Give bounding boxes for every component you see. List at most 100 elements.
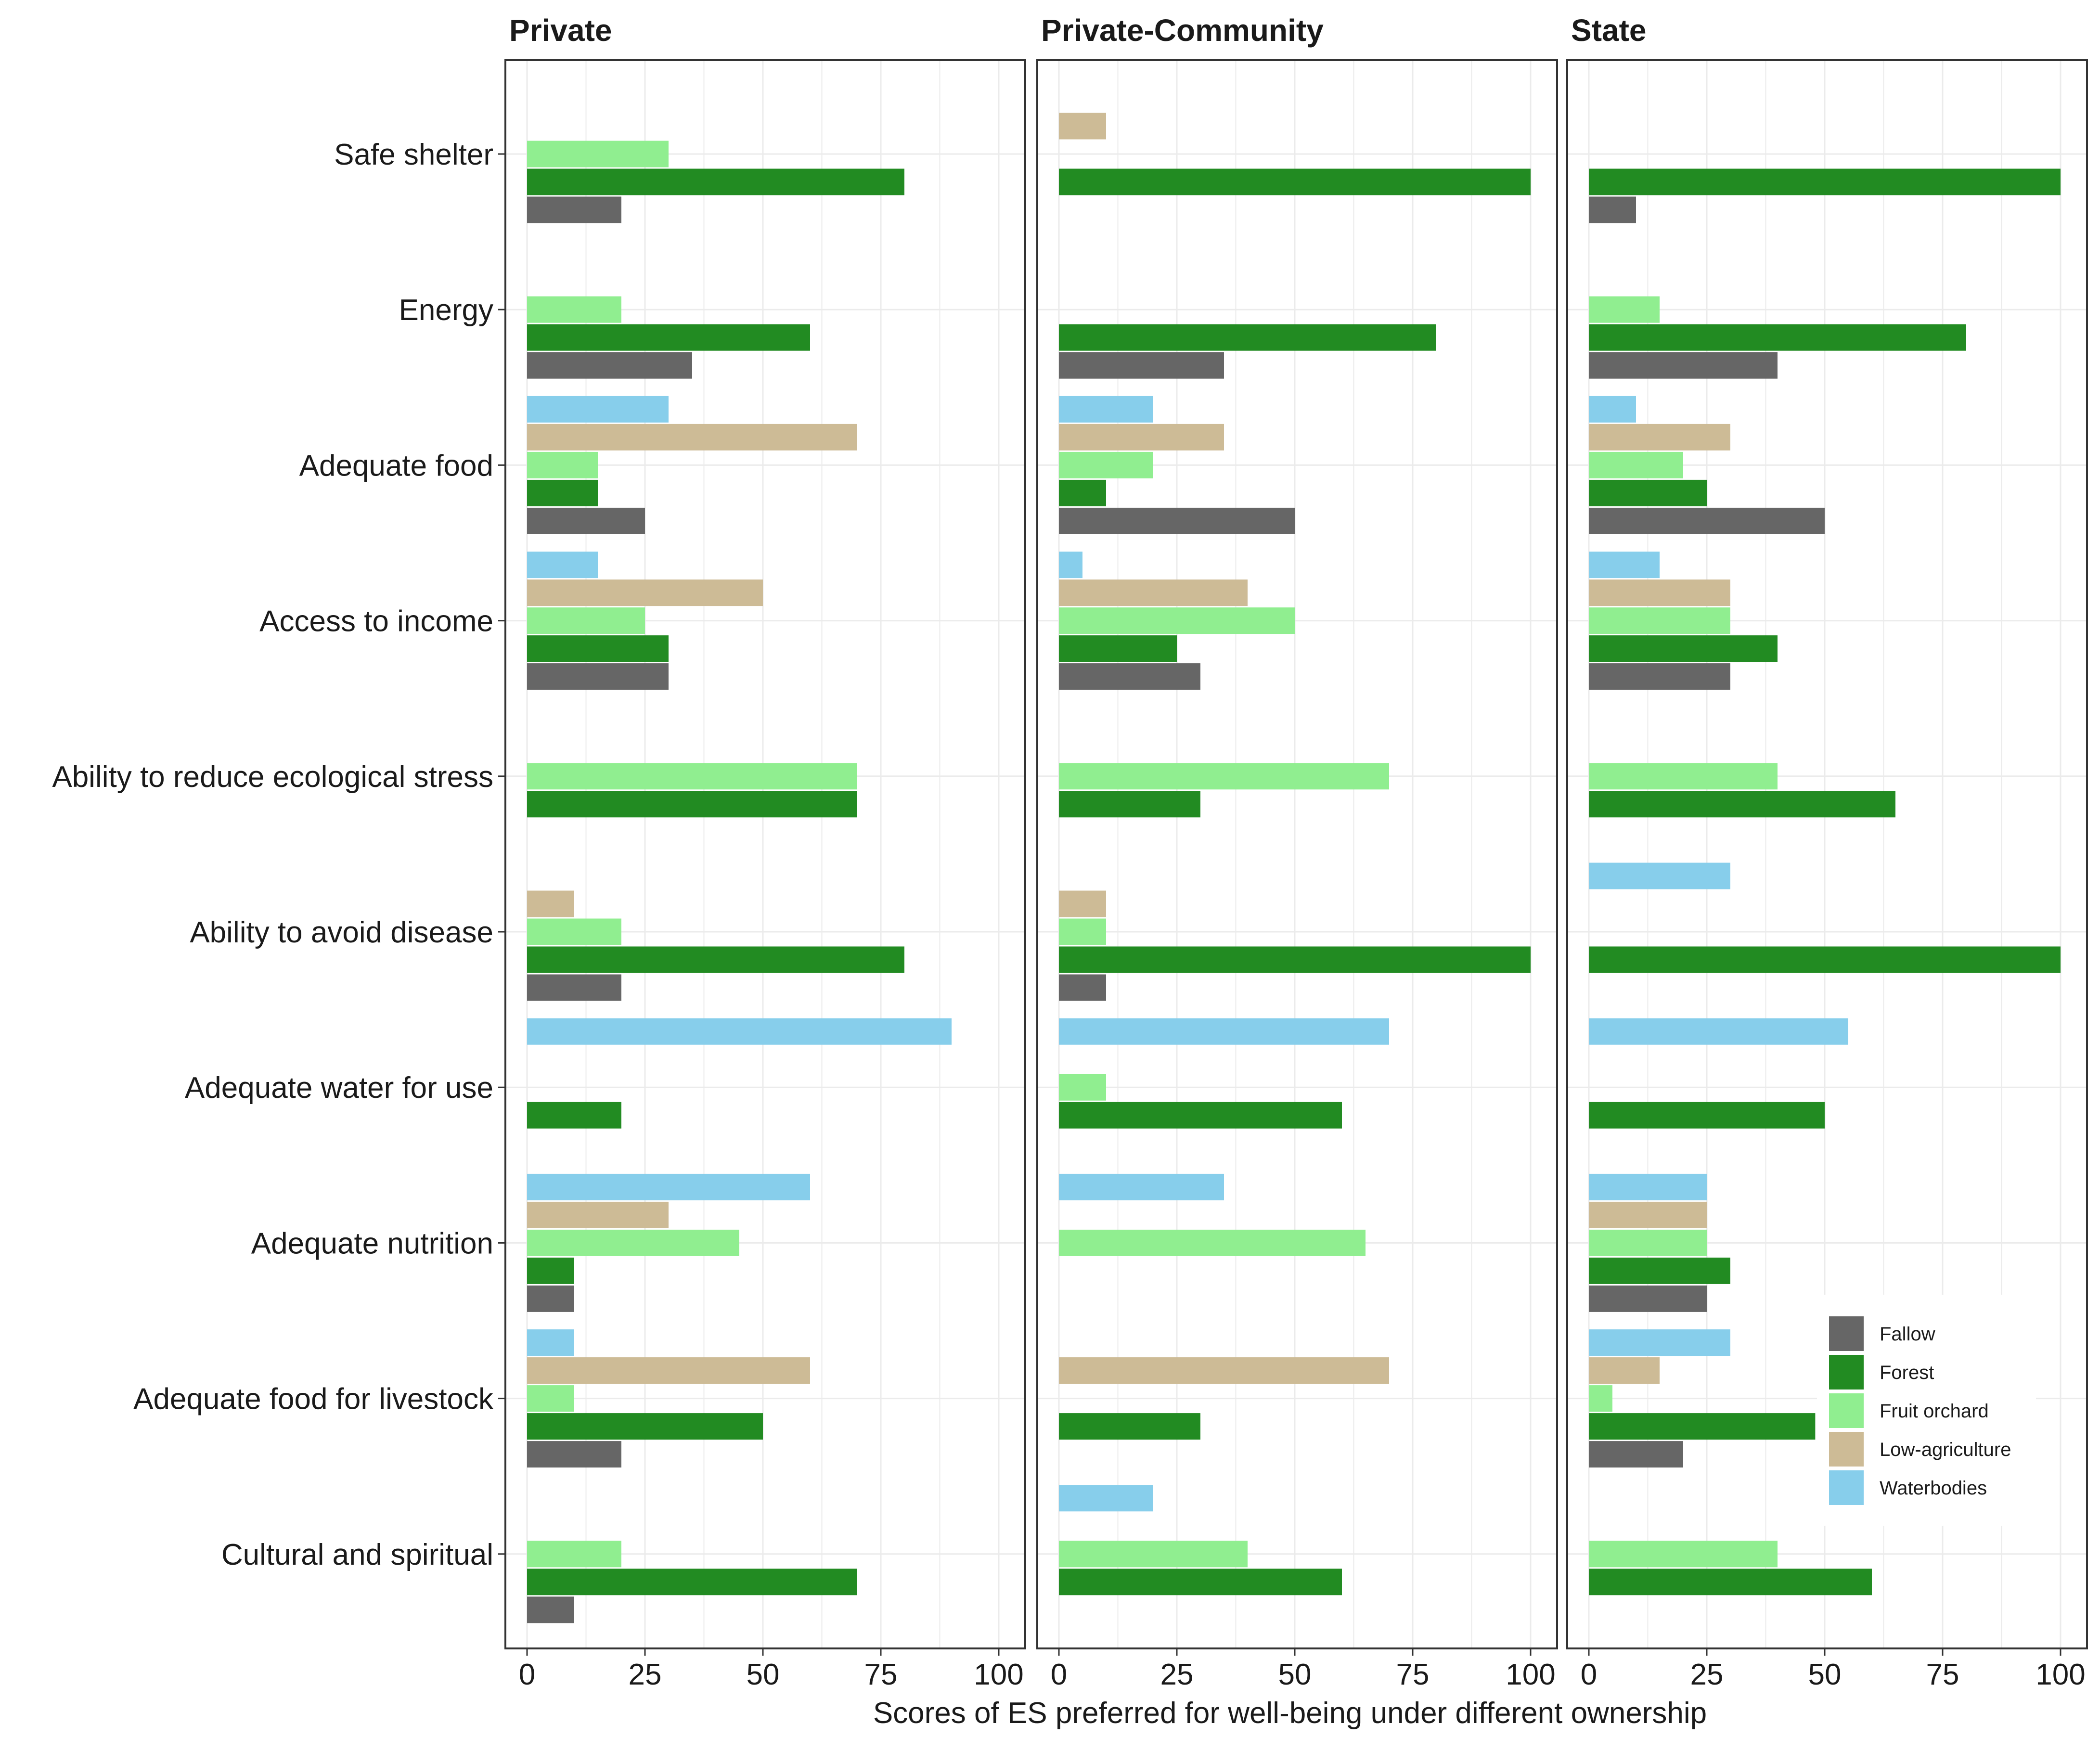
bar-waterbodies xyxy=(527,396,669,423)
bar-forest xyxy=(527,324,810,351)
panel-border xyxy=(504,59,1026,1649)
x-tick-label: 0 xyxy=(1581,1658,1597,1691)
bar-fruit-orchard xyxy=(527,1385,574,1412)
panel-private-community: Private-Community 0 25 50 75 100 xyxy=(1036,13,1558,1691)
legend-key-forest xyxy=(1829,1355,1864,1390)
bar-waterbodies xyxy=(1059,1173,1224,1200)
legend-label: Waterbodies xyxy=(1880,1478,1987,1499)
bar-fallow xyxy=(527,663,669,690)
bar-low-agriculture xyxy=(527,579,763,606)
bar-waterbodies xyxy=(527,1018,952,1045)
bar-fruit-orchard xyxy=(1059,607,1295,634)
bar-fruit-orchard xyxy=(527,607,645,634)
bar-forest xyxy=(527,791,857,818)
bar-fruit-orchard xyxy=(527,1229,739,1256)
bar-forest xyxy=(1589,791,1895,818)
bars xyxy=(1589,168,2061,1595)
bar-fallow xyxy=(1059,352,1224,379)
bar-fallow xyxy=(527,196,621,223)
bar-fruit-orchard xyxy=(1059,763,1389,790)
bar-fruit-orchard xyxy=(1589,451,1683,478)
bar-forest xyxy=(527,168,904,195)
bar-fruit-orchard xyxy=(1059,451,1153,478)
bar-fruit-orchard xyxy=(1059,918,1106,945)
bar-low-agriculture xyxy=(1589,579,1730,606)
bar-fruit-orchard xyxy=(1059,1074,1106,1101)
bar-waterbodies xyxy=(527,1173,810,1200)
legend: Fallow Forest Fruit orchard Low-agriculture… xyxy=(1817,1295,2036,1526)
bar-fallow xyxy=(1589,507,1825,534)
bar-fallow xyxy=(1589,196,1636,223)
bar-forest xyxy=(1059,1413,1200,1440)
y-axis: Safe shelter Energy Adequate food Access to… xyxy=(52,138,505,1571)
category-label: Adequate food xyxy=(299,449,493,482)
bar-forest xyxy=(1059,635,1177,662)
bar-fallow xyxy=(527,507,645,534)
bar-forest xyxy=(1059,324,1436,351)
x-tick-label: 75 xyxy=(864,1658,898,1691)
bar-forest xyxy=(1059,1102,1342,1129)
bar-fallow xyxy=(1059,663,1200,690)
bar-waterbodies xyxy=(1589,396,1636,423)
bar-fallow xyxy=(1589,1285,1707,1312)
x-tick-label: 50 xyxy=(1808,1658,1842,1691)
bar-low-agriculture xyxy=(527,890,574,917)
bar-fallow xyxy=(527,1441,621,1468)
bar-waterbodies xyxy=(1589,552,1660,579)
bar-fallow xyxy=(1059,974,1106,1001)
bar-fallow xyxy=(527,352,692,379)
bar-fallow xyxy=(527,974,621,1001)
bar-fruit-orchard xyxy=(1589,1229,1707,1256)
bar-fallow xyxy=(1589,663,1730,690)
bar-forest xyxy=(1589,324,1966,351)
bar-fruit-orchard xyxy=(1589,763,1778,790)
panel-border xyxy=(1566,59,2088,1649)
bar-fruit-orchard xyxy=(527,1541,621,1568)
x-tick-label: 50 xyxy=(747,1658,780,1691)
bar-waterbodies xyxy=(1059,396,1153,423)
panel-state: State 0 25 50 75 100 xyxy=(1566,13,2088,1691)
bar-low-agriculture xyxy=(1059,579,1248,606)
bar-fruit-orchard xyxy=(1059,1229,1366,1256)
bar-waterbodies xyxy=(1059,552,1082,579)
x-tick-label: 100 xyxy=(974,1658,1023,1691)
legend-label: Low-agriculture xyxy=(1880,1439,2011,1460)
bar-fruit-orchard xyxy=(1589,607,1730,634)
legend-label: Fruit orchard xyxy=(1880,1401,1989,1422)
bar-fallow xyxy=(527,1596,574,1623)
category-label: Safe shelter xyxy=(334,138,493,171)
category-label: Ability to avoid disease xyxy=(190,916,493,949)
bar-low-agriculture xyxy=(1059,890,1106,917)
bars xyxy=(527,141,952,1623)
bar-low-agriculture xyxy=(527,1357,810,1384)
bar-waterbodies xyxy=(1589,1173,1707,1200)
bar-forest xyxy=(527,1413,763,1440)
bars xyxy=(1059,113,1531,1595)
bar-fruit-orchard xyxy=(1589,1385,1612,1412)
bar-forest xyxy=(527,635,669,662)
x-tick-label: 75 xyxy=(1396,1658,1430,1691)
legend-key-low-agriculture xyxy=(1829,1432,1864,1467)
panel-title: State xyxy=(1571,13,1647,48)
category-label: Energy xyxy=(399,294,493,327)
legend-label: Forest xyxy=(1880,1362,1934,1383)
x-axis-title: Scores of ES preferred for well-being un… xyxy=(873,1697,1707,1730)
bar-fruit-orchard xyxy=(1589,296,1660,323)
legend-key-fruit-orchard xyxy=(1829,1393,1864,1428)
bar-forest xyxy=(1589,1257,1730,1284)
bar-forest xyxy=(1589,1102,1825,1129)
bar-low-agriculture xyxy=(1589,1201,1707,1228)
bar-fallow xyxy=(527,1285,574,1312)
bar-forest xyxy=(1589,635,1778,662)
legend-key-fallow xyxy=(1829,1316,1864,1351)
bar-waterbodies xyxy=(1589,1018,1848,1045)
bar-forest xyxy=(527,1257,574,1284)
x-tick-label: 50 xyxy=(1278,1658,1312,1691)
bar-fruit-orchard xyxy=(527,763,857,790)
bar-waterbodies xyxy=(527,552,598,579)
category-label: Access to income xyxy=(259,605,493,638)
bar-forest xyxy=(1589,168,2061,195)
category-label: Cultural and spiritual xyxy=(221,1538,493,1571)
